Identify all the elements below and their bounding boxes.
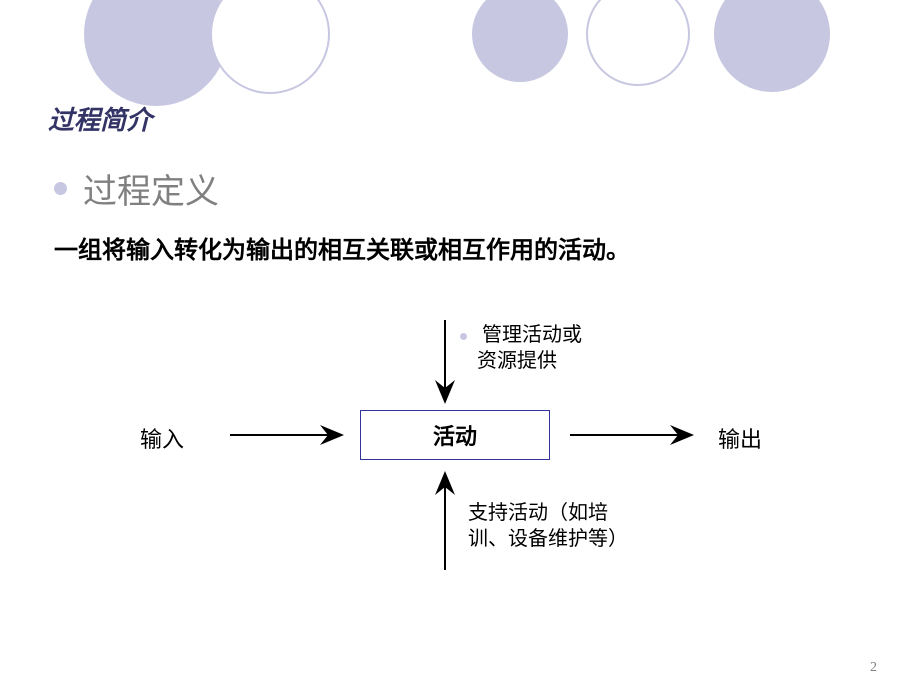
bullet-heading: 过程定义 bbox=[54, 164, 219, 213]
bottom-label: 支持活动（如培 训、设备维护等） bbox=[468, 500, 628, 552]
top-label-line-1: 管理活动或 bbox=[482, 324, 582, 346]
top-label: 管理活动或 资源提供 bbox=[460, 322, 582, 374]
process-diagram: 活动 输入 输出 管理活动或 资源提供 支持活动（如培 训、设备维护等） bbox=[0, 290, 920, 640]
bottom-label-line-2: 训、设备维护等） bbox=[468, 528, 628, 550]
decor-circle-3 bbox=[472, 0, 568, 82]
slide: 过程简介 过程定义 一组将输入转化为输出的相互关联或相互作用的活动。 活动 输入… bbox=[0, 0, 920, 690]
decor-circle-4 bbox=[586, 0, 690, 86]
top-label-line-2: 资源提供 bbox=[477, 350, 557, 372]
bullet-dot-icon bbox=[54, 182, 67, 195]
slide-title: 过程简介 bbox=[48, 100, 152, 137]
decor-circle-1 bbox=[84, 0, 228, 106]
decor-circle-2 bbox=[210, 0, 330, 94]
top-label-bullet-icon bbox=[460, 333, 467, 340]
page-number: 2 bbox=[870, 660, 877, 676]
activity-box-label: 活动 bbox=[433, 419, 477, 451]
activity-box: 活动 bbox=[360, 410, 550, 460]
decor-circle-5 bbox=[714, 0, 830, 92]
input-label: 输入 bbox=[140, 422, 184, 454]
bullet-heading-text: 过程定义 bbox=[83, 164, 219, 213]
output-label: 输出 bbox=[718, 422, 762, 454]
definition-text: 一组将输入转化为输出的相互关联或相互作用的活动。 bbox=[54, 230, 630, 265]
bottom-label-line-1: 支持活动（如培 bbox=[468, 502, 608, 524]
